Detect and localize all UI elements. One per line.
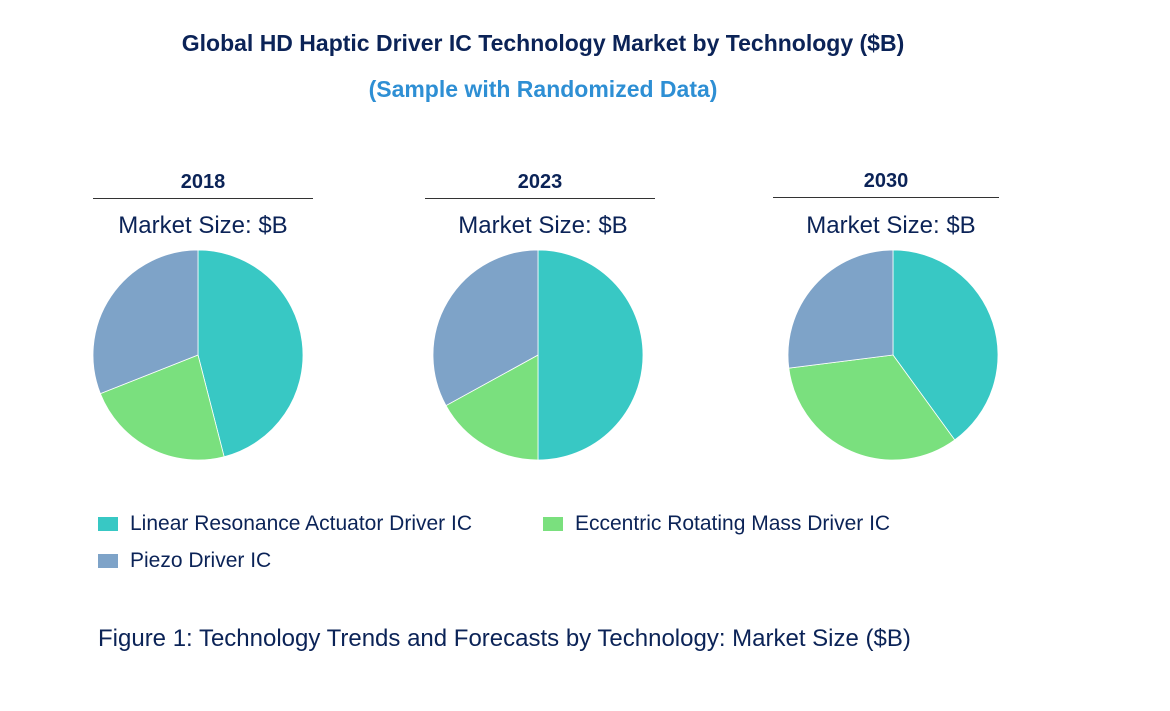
- market-size-label: Market Size: $B: [458, 212, 628, 239]
- legend-label: Eccentric Rotating Mass Driver IC: [575, 512, 891, 535]
- chart-title: Global HD Haptic Driver IC Technology Ma…: [181, 30, 905, 56]
- pie-slice-2018-lra: [197, 249, 304, 458]
- legend-swatch: [543, 517, 563, 531]
- legend-item-erm: Eccentric Rotating Mass Driver IC: [543, 512, 890, 536]
- legend-label: Linear Resonance Actuator Driver IC: [130, 512, 472, 535]
- market-size-label: Market Size: $B: [806, 212, 976, 239]
- legend-swatch: [98, 517, 118, 531]
- legend-label: Piezo Driver IC: [130, 549, 272, 572]
- figure-caption: Figure 1: Technology Trends and Forecast…: [98, 625, 911, 652]
- year-label-2030: 2030: [863, 170, 909, 192]
- legend-item-piezo: Piezo Driver IC: [98, 549, 271, 573]
- pie-slice-2018-piezo: [92, 249, 199, 395]
- legend-item-lra: Linear Resonance Actuator Driver IC: [98, 512, 472, 536]
- divider: [773, 197, 999, 198]
- divider: [93, 198, 313, 199]
- pie-slice-2018-erm: [99, 354, 225, 461]
- pie-slice-2023-lra: [537, 249, 644, 461]
- divider: [425, 198, 655, 199]
- chart-subtitle: (Sample with Randomized Data): [368, 76, 718, 102]
- pie-slice-2030-lra: [892, 249, 999, 441]
- pie-slice-2030-piezo: [787, 249, 894, 369]
- market-size-label: Market Size: $B: [118, 212, 288, 239]
- pie-slice-2023-erm: [445, 354, 539, 461]
- legend-swatch: [98, 554, 118, 568]
- pie-slice-2023-piezo: [432, 249, 539, 407]
- year-label-2023: 2023: [517, 171, 563, 193]
- year-label-2018: 2018: [180, 171, 226, 193]
- pie-slice-2030-erm: [788, 354, 956, 461]
